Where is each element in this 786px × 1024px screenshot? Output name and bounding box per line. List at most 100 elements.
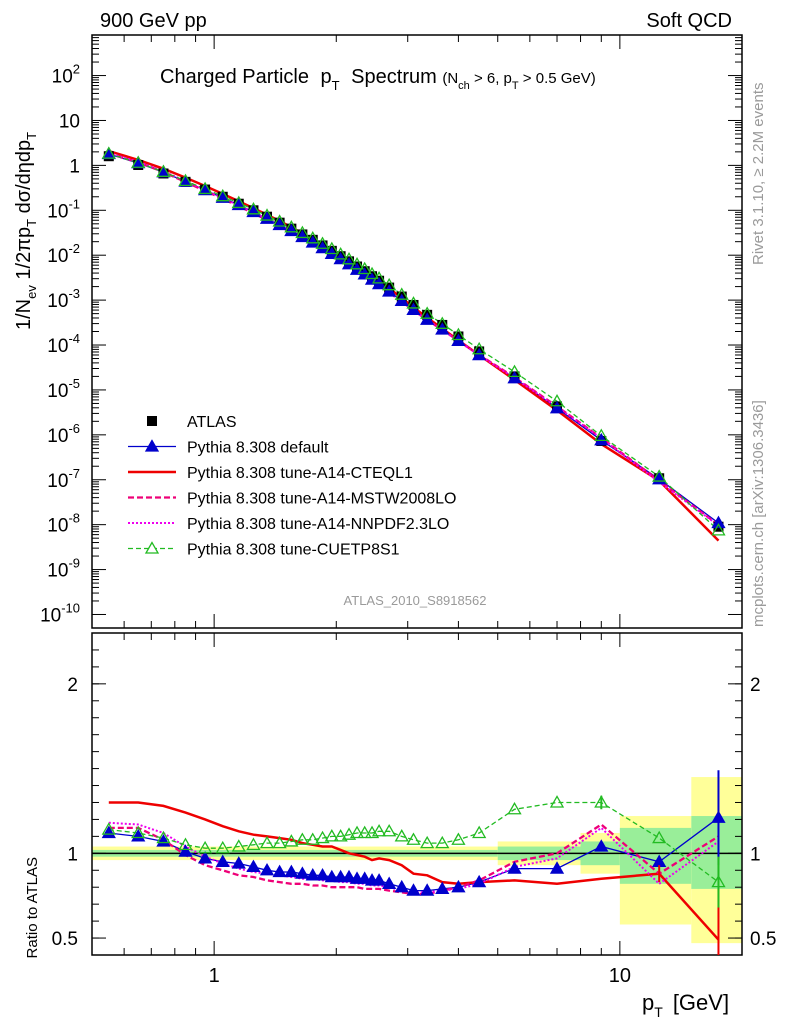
ratio-default-point — [324, 869, 339, 883]
mcplots-label: mcplots.cern.ch [arXiv:1306.3436] — [750, 400, 767, 627]
x-tick-label: 10 — [609, 965, 631, 987]
default-point — [305, 235, 320, 248]
ratio-tick-label-right: 0.5 — [750, 929, 776, 950]
ratio-cuetp8s1-point — [549, 795, 565, 808]
ratio-default-point — [305, 868, 320, 881]
y-tick-label: 10-5 — [47, 376, 80, 402]
ratio-default-point — [382, 876, 397, 889]
series-group — [101, 146, 726, 955]
y-tick-base: 10 — [47, 291, 68, 312]
y-tick-label: 10-7 — [47, 466, 80, 492]
y-tick-base: 10 — [52, 67, 73, 88]
legend-label-0: ATLAS — [187, 414, 237, 431]
ratio-cuetp8s1-point — [472, 825, 487, 839]
y-tick-exp: -9 — [68, 556, 80, 571]
x-tick-label: 1 — [209, 965, 220, 987]
title-pt-sub: T — [332, 78, 340, 93]
default-point — [394, 293, 409, 307]
ratio-cuetp8s1-point — [324, 829, 339, 842]
ratio-default-point — [357, 871, 372, 884]
cuetp8s1-point — [435, 316, 450, 329]
y-tick-label: 10-10 — [40, 600, 80, 626]
cuetp8s1-point — [284, 220, 299, 233]
ratio-default-point — [451, 879, 466, 893]
default-point — [272, 217, 287, 231]
rivet-label: Rivet 3.1.10, ≥ 2.2M events — [750, 83, 767, 266]
ratio-default-point — [178, 844, 193, 857]
title-cut-sub1: ch — [458, 80, 470, 92]
y-tick-exp: -1 — [68, 196, 80, 211]
y-tick-base: 10 — [47, 516, 68, 537]
cuetp8s1-point — [259, 208, 275, 221]
ratio-tick-label: 0.5 — [52, 929, 78, 950]
y-tick-exp: 2 — [73, 62, 80, 77]
cuetp8s1-point — [451, 327, 466, 341]
cuetp8s1-point — [364, 266, 380, 280]
ylabel-top-e: dσ/dηdp — [13, 140, 35, 219]
ratio-default-point — [435, 881, 450, 895]
y-tick-exp: -8 — [68, 511, 80, 526]
ratio-default-point — [594, 839, 609, 852]
xlabel-p: p — [642, 990, 654, 1015]
default-point — [594, 432, 609, 446]
ratio-tick-label-right: 1 — [750, 844, 761, 865]
cuetp8s1-point — [305, 231, 320, 244]
ratio-default-point — [231, 856, 246, 869]
cuetp8s1-point — [295, 225, 310, 239]
chart-title: Charged Particle pT Spectrum (Nch > 6, p… — [160, 66, 596, 95]
ratio-default-point — [315, 868, 330, 881]
ratio-default-point — [272, 864, 287, 878]
y-tick-label: 10-9 — [47, 556, 80, 582]
default-point — [295, 229, 310, 243]
ratio-cuetp8s1-point — [315, 830, 330, 844]
default-point — [315, 240, 330, 254]
cuetp8s1-point — [131, 155, 146, 168]
y-tick-base: 10 — [47, 381, 68, 402]
cuetp8s1-point — [315, 236, 330, 249]
ratio-cuetp8s1-point — [197, 840, 213, 854]
y-tick-label: 10-4 — [47, 331, 80, 357]
ratio-default-point — [284, 864, 299, 878]
top-panel-frame — [91, 34, 743, 629]
ratio-cuetp8s1-point — [305, 832, 320, 845]
ratio-cuetp8s1-point — [215, 840, 230, 854]
cuetp8s1-point — [594, 428, 609, 442]
ratio-tick-label: 2 — [67, 675, 78, 696]
ratio-cuetp8s1-point — [272, 835, 287, 849]
ratio-default-point — [295, 866, 310, 879]
ratio-cuetp8s1-point — [406, 832, 421, 845]
band-green-4 — [691, 816, 742, 889]
ratio-default-point — [406, 883, 421, 896]
title-main: Charged Particle — [160, 66, 309, 88]
ratio-cuetp8s1-point — [394, 829, 409, 842]
ratio-cuetp8s1-point — [357, 825, 372, 839]
cuetp8s1-point — [272, 214, 287, 227]
ratio-default-point — [371, 873, 387, 886]
cuetp8s1-point — [394, 287, 409, 300]
default-point — [406, 302, 421, 315]
default-point — [507, 370, 522, 384]
ratio-default-point — [101, 825, 116, 839]
y-tick-exp: -4 — [68, 331, 80, 346]
ylabel-top-a: 1/N — [13, 299, 35, 330]
ratio-default-point — [246, 859, 261, 873]
ratio-cuetp8s1-point — [295, 832, 310, 845]
cuetp8s1-point — [215, 188, 230, 202]
cuetp8s1-point — [406, 296, 421, 309]
ratio-cuetp8s1-point — [246, 837, 261, 850]
ratio-panel-frame — [91, 632, 743, 956]
y-tick-base: 10 — [47, 471, 68, 492]
title-cut-mid: > 6, p — [470, 70, 512, 87]
ratio-series-line-2 — [108, 823, 720, 896]
default-point — [284, 223, 299, 237]
ylabel-top-c: 1/2πp — [13, 227, 35, 285]
cuetp8s1-point — [349, 256, 365, 270]
ratio-cuetp8s1-point — [259, 835, 275, 849]
ratio-cuetp8s1-point — [420, 835, 435, 849]
ylabel-top-b: ev — [24, 285, 39, 299]
legend-marker-1 — [144, 439, 160, 452]
title-cut-sub2: T — [512, 80, 519, 92]
ratio-default-point — [333, 869, 348, 883]
